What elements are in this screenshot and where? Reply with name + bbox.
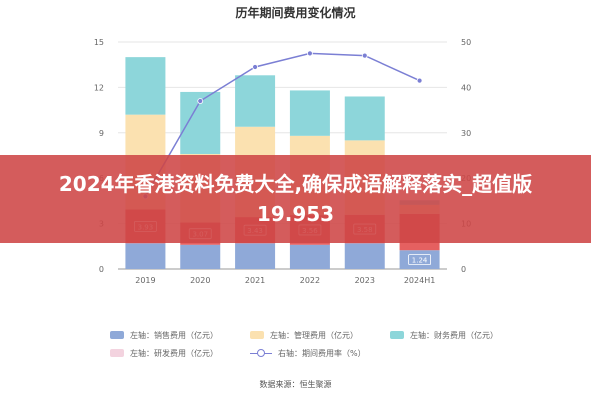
chart-title: 历年期间费用变化情况: [235, 6, 356, 20]
legend-label-rd: 左轴：研发费用（亿元）: [130, 348, 218, 358]
line-point: [197, 98, 204, 104]
bar-segment: [125, 57, 166, 115]
legend-swatch-rd: [110, 349, 124, 357]
x-tick-label: 2021: [245, 276, 265, 285]
y-right-tick-label: 30: [461, 129, 471, 138]
x-tick-label: 2022: [300, 276, 320, 285]
line-point: [307, 50, 313, 57]
bar-segment: [235, 75, 276, 127]
legend-item-ratio[interactable]: 右轴：期间费用率（%）: [250, 348, 390, 359]
y-left-tick-label: 0: [99, 265, 104, 274]
x-tick-label: 2020: [190, 276, 210, 285]
bar-segment: [125, 243, 166, 269]
bar-segment: [289, 244, 330, 269]
y-left-tick-label: 9: [99, 129, 104, 138]
line-point: [252, 64, 258, 70]
legend-swatch-admin: [250, 331, 264, 339]
bar-segment: [344, 243, 385, 269]
legend-swatch-sales: [110, 331, 124, 339]
bar-segment: [289, 90, 330, 136]
line-point: [416, 77, 423, 84]
y-right-tick-label: 0: [461, 265, 466, 274]
y-right-tick-label: 40: [461, 83, 471, 92]
banner-text: 2024年香港资料免费大全,确保成语解释落实_超值版19.953: [58, 172, 533, 226]
y-left-tick-label: 12: [94, 83, 104, 92]
y-left-tick-label: 15: [94, 38, 104, 47]
data-label: 1.24: [412, 257, 428, 265]
legend-swatch-ratio: [250, 349, 272, 357]
y-right-tick-label: 50: [461, 38, 471, 47]
x-tick-label: 2019: [135, 276, 155, 285]
bar-segment: [344, 96, 385, 141]
legend-label-admin: 左轴：管理费用（亿元）: [270, 330, 358, 340]
legend-item-finance[interactable]: 左轴：财务费用（亿元）: [390, 330, 530, 341]
bar-segment: [180, 244, 221, 269]
x-tick-label: 2024H1: [404, 276, 435, 285]
bar-segment: [235, 243, 276, 269]
legend-item-sales[interactable]: 左轴：销售费用（亿元）: [110, 330, 250, 341]
data-label-box: [408, 254, 431, 266]
line-series-path: [144, 52, 420, 197]
legend: 左轴：销售费用（亿元） 左轴：管理费用（亿元） 左轴：财务费用（亿元） 左轴：研…: [110, 326, 530, 362]
line-point: [361, 52, 368, 59]
legend-item-rd[interactable]: 左轴：研发费用（亿元）: [110, 348, 250, 359]
legend-label-finance: 左轴：财务费用（亿元）: [410, 330, 498, 340]
overlay-banner: 2024年香港资料免费大全,确保成语解释落实_超值版19.953: [0, 155, 591, 243]
legend-label-ratio: 右轴：期间费用率（%）: [278, 348, 366, 358]
x-tick-label: 2023: [355, 276, 375, 285]
legend-item-admin[interactable]: 左轴：管理费用（亿元）: [250, 330, 390, 341]
legend-label-sales: 左轴：销售费用（亿元）: [130, 330, 218, 340]
data-source: 数据来源：恒生聚源: [259, 380, 332, 389]
legend-swatch-finance: [390, 331, 404, 339]
